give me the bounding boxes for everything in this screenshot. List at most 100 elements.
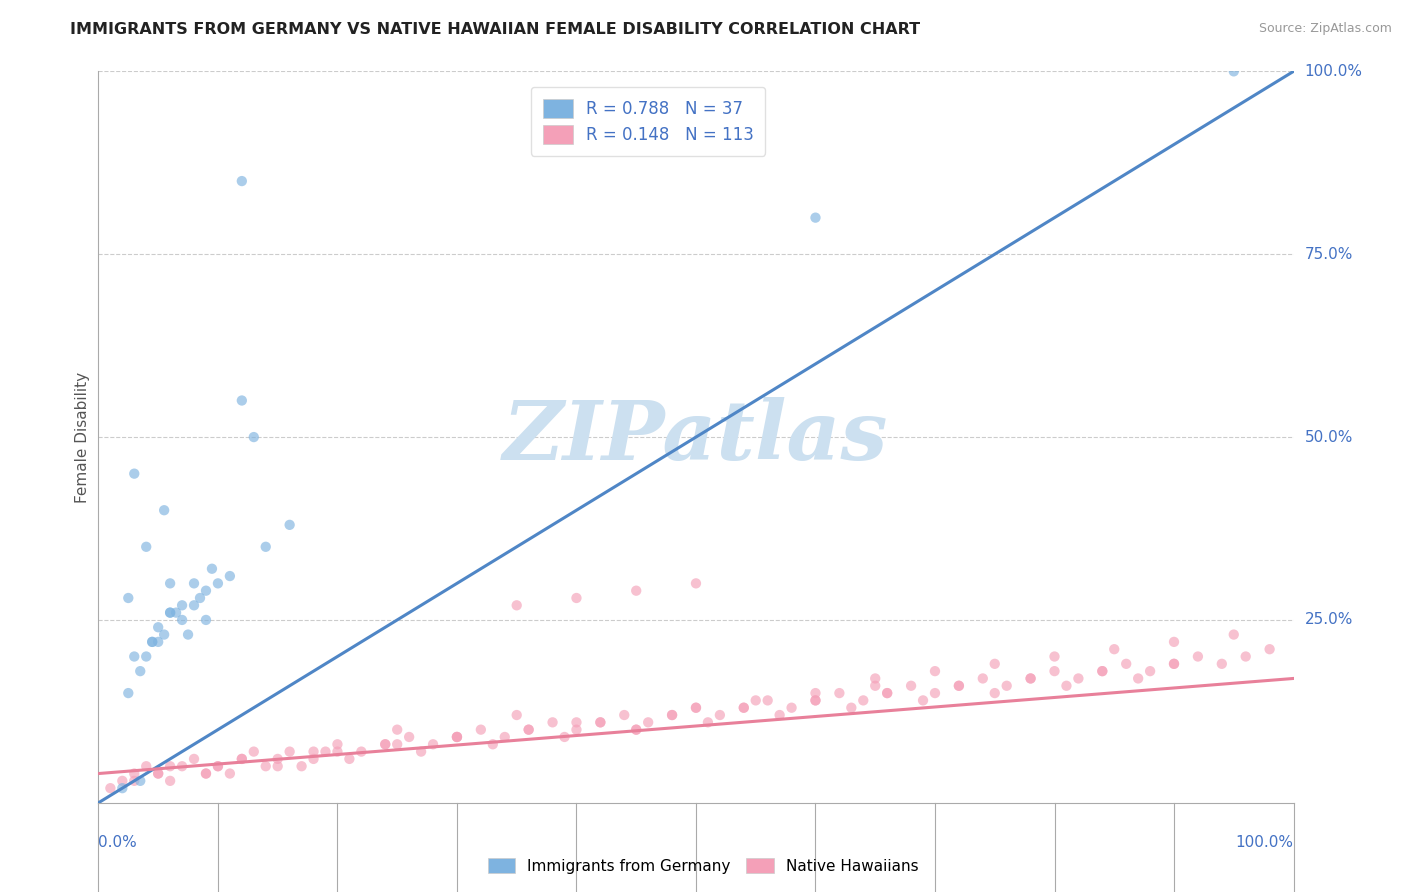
Point [267, 752, 290, 766]
Point [398, 730, 420, 744]
Point [709, 708, 731, 723]
Point [589, 715, 612, 730]
Point [385, 737, 409, 751]
Point [278, 745, 301, 759]
Point [231, 174, 253, 188]
Point [219, 766, 242, 780]
Point [697, 715, 720, 730]
Point [159, 606, 181, 620]
Point [183, 752, 205, 766]
Point [267, 759, 290, 773]
Point [219, 569, 242, 583]
Point [159, 773, 181, 788]
Text: Source: ZipAtlas.com: Source: ZipAtlas.com [1258, 22, 1392, 36]
Point [124, 467, 146, 481]
Point [780, 700, 803, 714]
Legend: Immigrants from Germany, Native Hawaiians: Immigrants from Germany, Native Hawaiian… [481, 852, 925, 880]
Point [804, 211, 827, 225]
Point [141, 635, 163, 649]
Point [565, 715, 588, 730]
Point [554, 730, 576, 744]
Point [194, 766, 217, 780]
Point [756, 693, 779, 707]
Point [231, 752, 253, 766]
Point [446, 730, 468, 744]
Point [350, 745, 373, 759]
Legend: R = 0.788   N = 37, R = 0.148   N = 113: R = 0.788 N = 37, R = 0.148 N = 113 [531, 87, 765, 155]
Text: 50.0%: 50.0% [1305, 430, 1353, 444]
Text: 100.0%: 100.0% [1236, 836, 1294, 850]
Point [506, 708, 529, 723]
Point [924, 686, 946, 700]
Point [661, 708, 683, 723]
Point [302, 752, 325, 766]
Point [159, 606, 181, 620]
Point [972, 672, 994, 686]
Point [254, 759, 277, 773]
Point [98, 781, 122, 796]
Point [148, 766, 170, 780]
Point [148, 635, 170, 649]
Point [194, 766, 217, 780]
Point [804, 693, 827, 707]
Text: ZIPatlas: ZIPatlas [503, 397, 889, 477]
Point [231, 752, 253, 766]
Point [242, 745, 264, 759]
Point [129, 664, 152, 678]
Point [983, 686, 1005, 700]
Point [148, 766, 170, 780]
Point [231, 393, 253, 408]
Point [624, 723, 647, 737]
Point [685, 576, 707, 591]
Point [1222, 64, 1246, 78]
Point [637, 715, 659, 730]
Point [624, 723, 647, 737]
Point [207, 759, 229, 773]
Point [1019, 672, 1042, 686]
Point [135, 759, 157, 773]
Point [124, 766, 146, 780]
Point [141, 635, 163, 649]
Point [188, 591, 211, 605]
Point [1139, 664, 1161, 678]
Point [733, 700, 755, 714]
Point [153, 503, 176, 517]
Text: 0.0%: 0.0% [98, 836, 138, 850]
Point [876, 686, 898, 700]
Point [911, 693, 934, 707]
Point [745, 693, 768, 707]
Point [326, 737, 349, 751]
Point [828, 686, 851, 700]
Y-axis label: Female Disability: Female Disability [75, 371, 90, 503]
Point [863, 679, 886, 693]
Point [948, 679, 970, 693]
Point [517, 723, 540, 737]
Point [613, 708, 636, 723]
Point [135, 540, 157, 554]
Point [172, 759, 194, 773]
Point [1163, 657, 1185, 671]
Point [124, 773, 146, 788]
Point [129, 773, 152, 788]
Point [995, 679, 1018, 693]
Point [565, 591, 588, 605]
Point [685, 700, 707, 714]
Point [326, 745, 349, 759]
Point [541, 715, 564, 730]
Point [685, 700, 707, 714]
Point [315, 745, 337, 759]
Point [1019, 672, 1042, 686]
Point [153, 627, 176, 641]
Point [194, 583, 217, 598]
Point [839, 700, 862, 714]
Point [470, 723, 492, 737]
Point [1102, 642, 1125, 657]
Point [1043, 664, 1066, 678]
Point [111, 773, 134, 788]
Point [159, 759, 181, 773]
Point [506, 599, 529, 613]
Point [804, 693, 827, 707]
Point [374, 737, 396, 751]
Point [661, 708, 683, 723]
Point [494, 730, 516, 744]
